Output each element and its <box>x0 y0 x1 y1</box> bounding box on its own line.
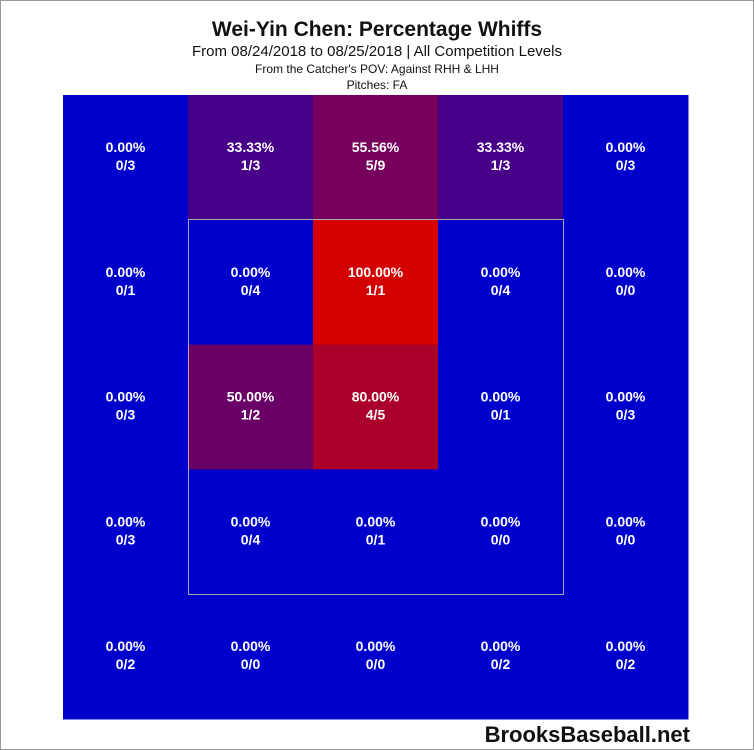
cell-percent: 0.00% <box>606 389 646 405</box>
cell-count: 0/1 <box>366 531 386 547</box>
heat-cell <box>313 219 439 346</box>
source-watermark: BrooksBaseball.net <box>485 722 691 747</box>
cell-count: 0/2 <box>116 656 136 672</box>
heat-cell <box>188 95 314 221</box>
heat-cell <box>313 469 439 595</box>
heat-cell <box>438 594 564 720</box>
cell-count: 1/3 <box>491 157 511 173</box>
cell-percent: 0.00% <box>106 513 146 529</box>
cell-count: 0/0 <box>616 531 636 547</box>
strike-zone <box>188 219 564 595</box>
cell-count: 0/1 <box>491 407 511 423</box>
heat-cell <box>313 95 439 221</box>
cell-percent: 100.00% <box>348 264 404 280</box>
cell-percent: 50.00% <box>227 389 275 405</box>
cell-count: 0/0 <box>491 531 511 547</box>
heat-cell <box>563 594 689 720</box>
cell-percent: 0.00% <box>481 638 521 654</box>
cell-count: 0/1 <box>116 282 136 298</box>
heat-cell <box>438 344 564 470</box>
heat-cell <box>313 344 439 470</box>
cell-count: 0/2 <box>616 656 636 672</box>
chart-title: Wei-Yin Chen: Percentage Whiffs <box>212 18 542 41</box>
heat-cell <box>188 219 314 346</box>
cell-percent: 0.00% <box>606 638 646 654</box>
heat-cell <box>63 95 189 221</box>
cell-count: 1/2 <box>241 407 261 423</box>
cell-count: 0/3 <box>116 407 136 423</box>
cell-percent: 55.56% <box>352 139 400 155</box>
cell-percent: 0.00% <box>606 264 646 280</box>
chart-note: From the Catcher's POV: Against RHH & LH… <box>255 62 499 76</box>
cell-percent: 0.00% <box>231 638 271 654</box>
cell-percent: 0.00% <box>606 513 646 529</box>
heat-cell <box>188 469 314 595</box>
cell-percent: 0.00% <box>106 638 146 654</box>
cell-count: 1/1 <box>366 282 386 298</box>
cell-percent: 0.00% <box>481 264 521 280</box>
cell-count: 0/2 <box>491 656 511 672</box>
cell-percent: 33.33% <box>227 139 275 155</box>
cell-count: 0/4 <box>241 282 261 298</box>
heat-cell <box>63 594 189 720</box>
heat-cell <box>563 95 689 221</box>
chart-subtitle: From 08/24/2018 to 08/25/2018 | All Comp… <box>192 43 562 60</box>
cell-percent: 0.00% <box>356 513 396 529</box>
cell-count: 5/9 <box>366 157 386 173</box>
cell-percent: 0.00% <box>231 264 271 280</box>
cell-percent: 33.33% <box>477 139 525 155</box>
cell-percent: 0.00% <box>481 389 521 405</box>
heat-cell <box>63 219 189 346</box>
cell-count: 0/4 <box>491 282 511 298</box>
cell-count: 0/0 <box>366 656 386 672</box>
cell-percent: 0.00% <box>356 638 396 654</box>
heat-cell <box>438 95 564 221</box>
cell-percent: 0.00% <box>106 264 146 280</box>
cell-count: 1/3 <box>241 157 261 173</box>
heat-cell <box>563 344 689 470</box>
heat-cell <box>63 469 189 595</box>
cell-percent: 80.00% <box>352 389 400 405</box>
cell-count: 0/4 <box>241 531 261 547</box>
heatmap: 0.00% 0/3 33.33% 1/3 55.56% 5/9 33.33% 1/3 0.00%… <box>63 95 689 720</box>
heat-cell <box>188 344 314 470</box>
cell-percent: 0.00% <box>106 389 146 405</box>
cell-count: 0/3 <box>616 407 636 423</box>
cell-count: 0/3 <box>616 157 636 173</box>
cell-percent: 0.00% <box>231 513 271 529</box>
heat-cell <box>188 594 314 720</box>
cell-percent: 0.00% <box>106 139 146 155</box>
cell-count: 0/3 <box>116 157 136 173</box>
heat-cell <box>563 469 689 595</box>
heat-cell <box>63 344 189 470</box>
heat-cell <box>438 219 564 346</box>
cell-count: 0/0 <box>616 282 636 298</box>
cell-percent: 0.00% <box>481 513 521 529</box>
chart-note: Pitches: FA <box>347 78 408 92</box>
cell-count: 0/0 <box>241 656 261 672</box>
heat-cell <box>563 219 689 346</box>
cell-count: 4/5 <box>366 407 386 423</box>
heat-cell <box>438 469 564 595</box>
heat-cell <box>313 594 439 720</box>
cell-count: 0/3 <box>116 531 136 547</box>
cell-percent: 0.00% <box>606 139 646 155</box>
